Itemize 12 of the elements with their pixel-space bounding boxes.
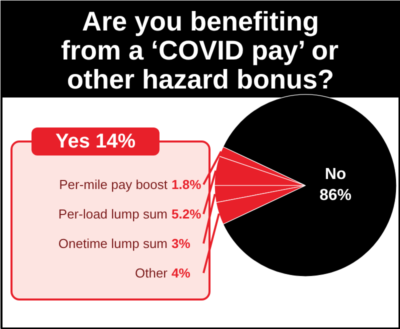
slice-label: Other: [134, 266, 168, 280]
data-label: 5.2%: [172, 206, 202, 222]
slice-label: No: [324, 166, 346, 183]
slice-label: Per-load lump sum: [58, 206, 168, 222]
chart-title: Are you benefiting from a ‘COVID pay’ or other hazard bonus?: [60, 6, 340, 94]
data-label: 3%: [172, 236, 191, 251]
data-label: 1.8%: [172, 177, 202, 192]
data-label: 4%: [172, 266, 191, 280]
data-label: 86%: [319, 187, 352, 204]
slice-label: Onetime lump sum: [58, 236, 168, 251]
text: Yes 14%: [55, 130, 136, 152]
slice-label: Per-mile pay boost: [59, 177, 168, 192]
